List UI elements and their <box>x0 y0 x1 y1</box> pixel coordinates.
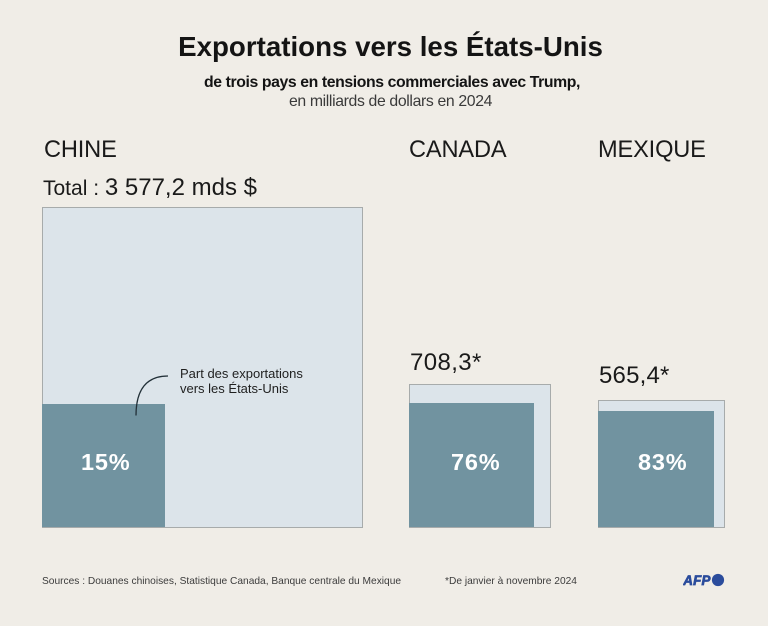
svg-text:AFP: AFP <box>683 573 711 588</box>
